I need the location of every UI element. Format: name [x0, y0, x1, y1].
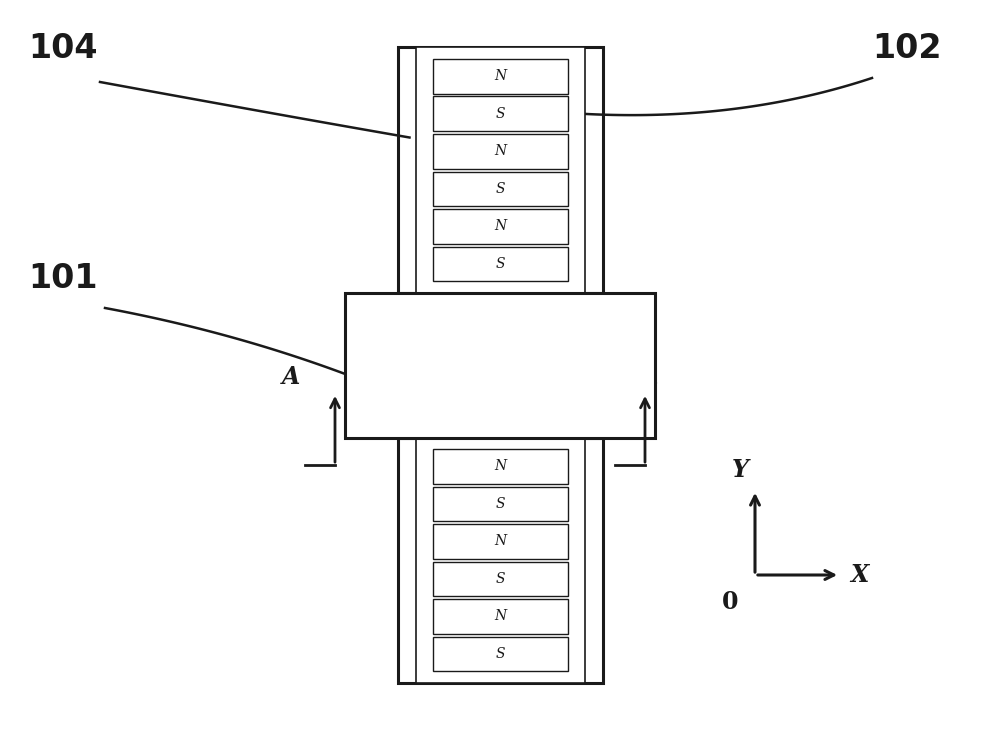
Text: S: S [495, 496, 505, 511]
Bar [432, 599, 568, 634]
Bar [432, 449, 568, 483]
Text: X: X [850, 563, 868, 587]
Bar [416, 437, 584, 683]
Bar [432, 486, 568, 521]
Text: S: S [495, 572, 505, 585]
Text: 0: 0 [722, 590, 738, 614]
Text: A: A [640, 365, 658, 389]
Text: 101: 101 [28, 262, 98, 295]
Text: N: N [494, 610, 506, 623]
Bar [432, 172, 568, 206]
Text: S: S [495, 182, 505, 196]
Text: S: S [495, 107, 505, 120]
Bar [432, 561, 568, 596]
Bar [432, 637, 568, 671]
Text: Y: Y [732, 458, 748, 482]
Text: S: S [495, 257, 505, 271]
Text: N: N [494, 534, 506, 548]
Text: N: N [494, 459, 506, 473]
Bar [398, 437, 602, 683]
Bar [398, 47, 602, 293]
Text: A: A [282, 365, 300, 389]
Text: 104: 104 [28, 32, 98, 65]
Bar [432, 134, 568, 169]
Text: S: S [495, 647, 505, 661]
Bar [432, 524, 568, 558]
Text: N: N [494, 219, 506, 234]
Bar [432, 59, 568, 93]
Bar [432, 247, 568, 281]
Bar [432, 209, 568, 244]
Text: 102: 102 [872, 32, 942, 65]
Bar [345, 293, 655, 437]
Bar [432, 96, 568, 131]
Bar [416, 47, 584, 293]
Text: N: N [494, 145, 506, 158]
Text: N: N [494, 69, 506, 83]
